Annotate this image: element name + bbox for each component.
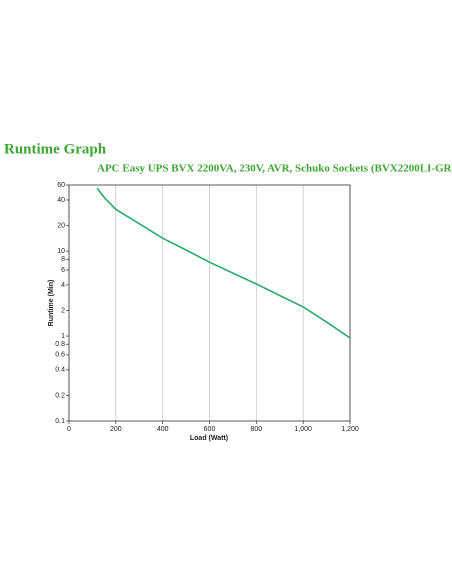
y-tick-label: 0.6: [55, 352, 65, 359]
x-tick-label: 800: [250, 426, 262, 433]
y-tick-label: 0.2: [55, 392, 65, 399]
line-series: [96, 187, 351, 339]
x-tick-label: 1,200: [341, 426, 359, 433]
y-tick-label: 6: [61, 267, 65, 274]
x-axis-label: Load (Watt): [190, 435, 228, 442]
y-tick-label: 0.8: [55, 341, 65, 348]
y-tick-label: 2: [61, 307, 65, 314]
chart-title: Runtime Graph: [4, 141, 107, 157]
plot-frame: [68, 184, 351, 422]
x-tick-label: 200: [110, 426, 122, 433]
y-tick-label: 4: [61, 282, 65, 289]
x-tick-label: 1,000: [294, 426, 312, 433]
chart-subtitle: APC Easy UPS BVX 2200VA, 230V, AVR, Schu…: [97, 163, 452, 175]
y-tick-label: 1: [61, 333, 65, 340]
y-tick-label: 60: [57, 182, 65, 189]
y-tick-label: 0.1: [55, 418, 65, 425]
y-axis-label: Runtime (Min): [48, 280, 55, 327]
x-tick-label: 400: [157, 426, 169, 433]
y-tick-label: 0.4: [55, 367, 65, 374]
x-tick-label: 0: [67, 426, 71, 433]
x-tick-label: 600: [204, 426, 216, 433]
y-tick-label: 20: [57, 222, 65, 229]
y-tick-label: 40: [57, 197, 65, 204]
y-tick-label: 10: [57, 248, 65, 255]
y-tick-label: 8: [61, 256, 65, 263]
